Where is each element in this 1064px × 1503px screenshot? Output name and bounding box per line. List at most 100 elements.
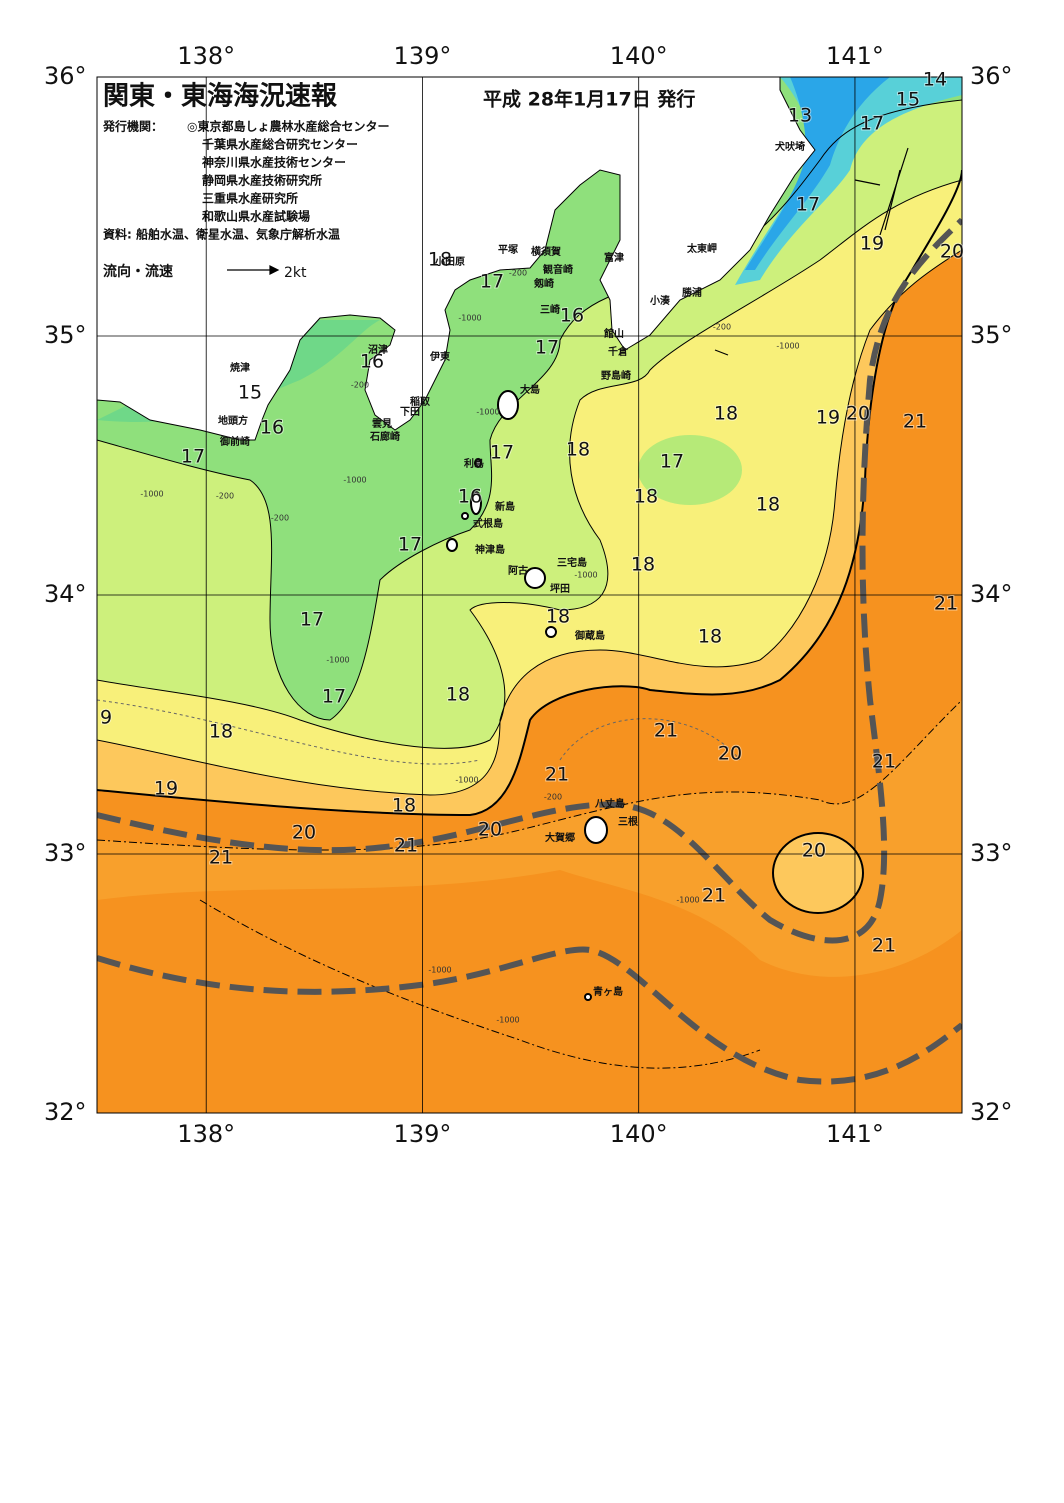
depth-label: -1000 — [776, 342, 799, 351]
lon-label: 138° — [177, 42, 235, 70]
isotherm-label: 16 — [560, 305, 584, 327]
depth-label: -1000 — [455, 776, 478, 785]
issuer: 千葉県水産総合研究センター — [202, 137, 358, 152]
isotherms — [97, 99, 962, 1069]
source: 資料: 船舶水温、衛星水温、気象庁解析水温 — [103, 227, 340, 242]
isotherm-label: 21 — [903, 411, 927, 433]
lon-label: 139° — [394, 1120, 452, 1148]
place-name: 小湊 — [649, 294, 671, 307]
place-name: 石廊崎 — [369, 430, 400, 443]
isotherm-label: 18 — [714, 403, 738, 425]
water-coldest — [745, 77, 890, 270]
place-name: 剱崎 — [533, 277, 554, 290]
legend-label: 流向・流速 — [103, 263, 173, 280]
isotherm-label: 17 — [322, 686, 346, 708]
isotherm-label: 16 — [458, 486, 482, 508]
place-name: 伊東 — [429, 350, 450, 363]
lat-label: 32° — [970, 1098, 1013, 1126]
isotherm-label: 21 — [872, 935, 896, 957]
isotherm-label: 17 — [860, 113, 884, 135]
place-name: 三根 — [618, 815, 638, 828]
isotherm-label: 21 — [934, 593, 958, 615]
isotherm-label: 19 — [816, 407, 840, 429]
cold-eddy — [772, 832, 864, 914]
place-name: 坪田 — [550, 582, 570, 595]
isotherm-label: 21 — [209, 847, 233, 869]
current-arrows — [227, 147, 909, 356]
lon-label: 140° — [610, 1120, 668, 1148]
isotherm-label: 18 — [698, 626, 722, 648]
issuer: 三重県水産研究所 — [202, 191, 298, 206]
lat-label: 36° — [970, 62, 1013, 90]
isotherm-label: 13 — [788, 105, 812, 127]
lon-label: 138° — [177, 1120, 235, 1148]
place-name: 富津 — [604, 251, 624, 264]
lat-label: 35° — [44, 321, 87, 349]
isotherm-label: 17 — [480, 271, 504, 293]
issuer: 神奈川県水産技術センター — [202, 155, 346, 170]
isotherm-label: 21 — [654, 720, 678, 742]
depth-label: -200 — [544, 793, 562, 802]
issuer: 静岡県水産技術研究所 — [202, 173, 322, 188]
place-name: 焼津 — [230, 361, 250, 374]
isotherm-label: 21 — [872, 751, 896, 773]
place-name: 千倉 — [608, 345, 629, 358]
isotherm-label: 21 — [702, 885, 726, 907]
lat-label: 34° — [44, 580, 87, 608]
isotherm-label: 9 — [100, 707, 112, 729]
depth-label: -200 — [713, 323, 731, 332]
place-name: 大島 — [520, 383, 540, 396]
place-name: 太東岬 — [686, 242, 717, 255]
water-20-21 — [97, 700, 962, 977]
depth-label: -1000 — [458, 314, 481, 323]
isotherm-label: 17 — [535, 337, 559, 359]
place-name: 三崎 — [540, 303, 560, 316]
depth-label: -1000 — [326, 656, 349, 665]
isotherm-label: 18 — [392, 795, 416, 817]
isotherm-label: 20 — [802, 840, 826, 862]
isotherm-label: 16 — [260, 417, 284, 439]
lon-label: 141° — [826, 42, 884, 70]
place-name: 三宅島 — [557, 556, 587, 569]
depth-label: -1000 — [676, 896, 699, 905]
title: 関東・東海海況速報 — [103, 82, 338, 112]
place-name: 雲見 — [372, 418, 392, 430]
depth-label: -1000 — [140, 490, 163, 499]
place-name: 沼津 — [368, 343, 388, 356]
isotherm-label: 20 — [940, 241, 964, 263]
isotherm-label: 17 — [796, 194, 820, 216]
islands — [446, 390, 608, 1001]
isotherm-label: 17 — [300, 609, 324, 631]
lon-label: 140° — [610, 42, 668, 70]
place-name: 阿古 — [508, 564, 528, 577]
place-name: 御蔵島 — [574, 629, 605, 642]
isotherm-label: 19 — [154, 778, 178, 800]
isotherm-label: 18 — [209, 721, 233, 743]
place-name: 八丈島 — [594, 797, 625, 810]
place-name: 館山 — [603, 327, 624, 340]
depth-label: -1000 — [476, 408, 499, 417]
place-name: 小田原 — [434, 255, 465, 268]
depth-label: -200 — [216, 492, 234, 501]
place-name: 式根島 — [473, 517, 503, 530]
isotherm-label: 16 — [360, 351, 384, 373]
isotherm-label: 15 — [238, 382, 262, 404]
place-name: 下田 — [400, 406, 420, 418]
place-name: 観音崎 — [543, 263, 573, 276]
isotherm-label: 18 — [446, 684, 470, 706]
depth-label: -200 — [509, 269, 527, 278]
depth-label: -200 — [351, 381, 369, 390]
sea-surface — [97, 77, 962, 1113]
depth-label: -1000 — [343, 476, 366, 485]
depth-label: -1000 — [496, 1016, 519, 1025]
cool-eddy — [638, 435, 742, 505]
issuer-label: 発行機関： — [102, 119, 163, 134]
depth-label: -200 — [271, 514, 289, 523]
isotherm-label: 18 — [756, 494, 780, 516]
place-name: 地頭方 — [218, 414, 248, 427]
place-name: 稲取 — [410, 395, 431, 408]
isotherm-label: 18 — [634, 486, 658, 508]
place-name: 御前崎 — [219, 435, 250, 448]
